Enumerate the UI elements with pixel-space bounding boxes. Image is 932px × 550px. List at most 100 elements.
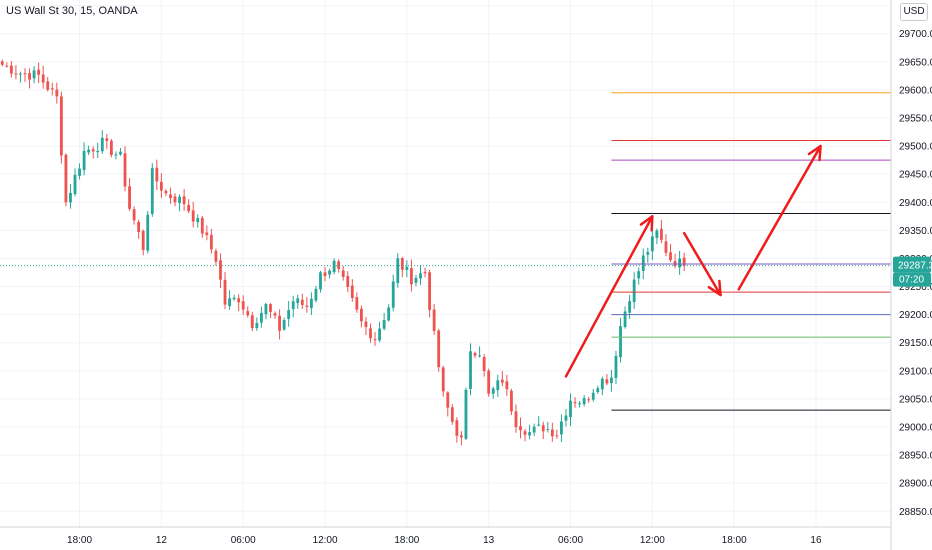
candle-body — [28, 73, 31, 80]
candle-body — [59, 96, 63, 156]
candle-body — [623, 311, 627, 327]
candle-body — [660, 228, 663, 240]
candle-body — [641, 255, 645, 271]
trend-arrow-shaft — [564, 215, 654, 378]
candle-body — [273, 313, 277, 316]
candle-body — [500, 379, 504, 383]
candle-body — [491, 388, 495, 394]
candle-body — [182, 196, 186, 205]
candle-body — [391, 281, 395, 308]
candle-body — [14, 73, 18, 75]
candle-body — [614, 355, 618, 378]
price-tick-label: 29400.0 — [899, 198, 932, 209]
price-tick-label: 29200.0 — [899, 310, 932, 321]
price-tick-label: 28850.0 — [899, 507, 932, 518]
candle-body — [237, 298, 241, 303]
price-tick-label: 29050.0 — [899, 394, 932, 405]
candle-body — [69, 192, 72, 203]
currency-button[interactable]: USD — [900, 3, 928, 21]
candle-body — [291, 301, 295, 310]
price-tick-label: 29450.0 — [899, 170, 932, 181]
time-tick-label: 18:00 — [67, 535, 92, 546]
candle-body — [637, 271, 641, 279]
candle-body — [50, 88, 54, 90]
candle-body — [428, 272, 431, 310]
candle-body — [278, 315, 281, 331]
candle-body — [46, 81, 50, 90]
candle-body — [655, 230, 659, 238]
time-tick-label: 06:00 — [231, 535, 256, 546]
candle-body — [241, 301, 245, 310]
candle-body — [205, 232, 209, 235]
time-tick-label: 16 — [810, 535, 822, 546]
candle-body — [9, 65, 13, 74]
candle-body — [287, 309, 291, 319]
candle-body — [650, 236, 654, 252]
trend-arrow-shaft — [737, 144, 822, 291]
candle-body — [396, 258, 400, 284]
candle-body — [169, 194, 172, 199]
candle-body — [209, 234, 213, 250]
candle-body — [664, 241, 668, 253]
price-tick-label: 29700.0 — [899, 29, 932, 40]
candle-body — [610, 377, 613, 384]
candle-body — [460, 435, 463, 438]
candle-body — [159, 181, 163, 191]
candle-body — [255, 323, 259, 329]
candle-body — [259, 312, 263, 323]
candle-body — [555, 435, 559, 437]
candle-body — [359, 308, 363, 322]
candle-body — [387, 307, 391, 321]
candle-body — [155, 167, 159, 182]
candle-body — [573, 401, 577, 404]
candle-body — [137, 221, 141, 232]
candle-body — [591, 392, 595, 400]
trend-arrow-head — [807, 144, 822, 162]
candle-body — [123, 153, 127, 187]
candle-body — [378, 328, 381, 341]
candle-body — [282, 320, 286, 330]
candle-body — [469, 351, 472, 389]
candle-body — [409, 268, 413, 285]
candle-body — [332, 260, 336, 273]
candle-body — [482, 357, 486, 372]
candle-body — [178, 196, 181, 203]
candle-body — [64, 154, 68, 203]
candle-body — [141, 230, 145, 250]
candle-body — [132, 209, 136, 221]
candle-body — [350, 285, 354, 298]
candle-body — [328, 270, 331, 275]
candle-body — [441, 367, 445, 392]
candle-body — [300, 299, 304, 305]
candle-body — [250, 315, 254, 329]
candle-body — [100, 137, 104, 152]
candle-body — [309, 298, 313, 309]
time-tick-label: 18:00 — [394, 535, 419, 546]
candle-body — [323, 272, 327, 277]
candle-body — [546, 428, 550, 430]
candle-body — [419, 273, 422, 279]
price-tick-label: 28950.0 — [899, 451, 932, 462]
price-tick-label: 29250.0 — [899, 282, 932, 293]
candle-body — [219, 260, 222, 280]
price-badges: 29287.3 07:20 — [893, 256, 932, 287]
candle-body — [537, 424, 541, 426]
candle-body — [296, 298, 300, 303]
time-tick-label: 12:00 — [640, 535, 665, 546]
candle-body — [191, 210, 195, 222]
candle-body — [196, 218, 200, 223]
candle-body — [373, 339, 377, 341]
price-tick-label: 29000.0 — [899, 422, 932, 433]
trend-arrows — [564, 144, 822, 378]
candle-body — [628, 301, 632, 313]
time-axis[interactable]: 18:00 12 06:00 12:00 18:00 13 06:00 12:00 18:00 1… — [67, 535, 822, 546]
candle-body — [596, 388, 600, 393]
price-axis[interactable]: 29700.0 29650.0 29600.0 29550.0 29500.0 29450… — [899, 29, 932, 518]
candle-body — [23, 73, 27, 75]
candle-body — [173, 196, 177, 203]
candle-body — [37, 69, 41, 75]
price-tick-label: 28900.0 — [899, 479, 932, 490]
candle-body — [496, 380, 500, 391]
candle-body — [341, 270, 345, 278]
